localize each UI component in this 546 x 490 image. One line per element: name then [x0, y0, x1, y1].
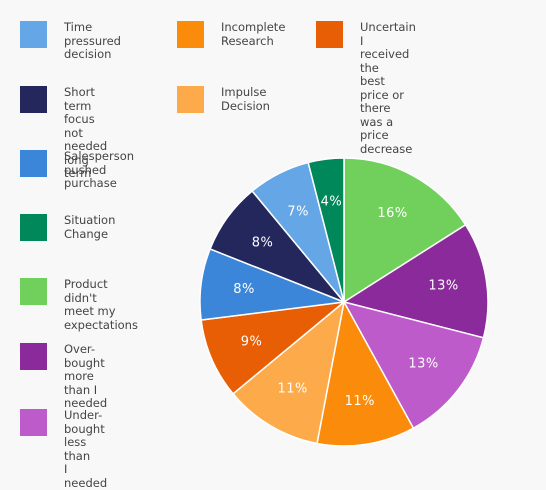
legend-swatch: [20, 278, 47, 305]
legend-swatch: [20, 150, 47, 177]
slice-value-label: 16%: [377, 206, 407, 221]
slice-value-label: 11%: [345, 394, 375, 409]
slice-value-label: 13%: [408, 356, 438, 371]
pie-slice: [231, 300, 346, 445]
legend-label: Product didn't meet my expectations: [64, 277, 138, 332]
legend-label: Salesperson pushed purchase: [64, 149, 135, 190]
pie-slice: [342, 223, 489, 339]
pie-slice: [307, 157, 345, 303]
legend-swatch: [20, 86, 47, 113]
legend-label: Short term focus not needed long term: [64, 85, 108, 180]
legend-swatch: [177, 21, 204, 48]
pie-slice: [200, 300, 347, 395]
legend-label: Uncertain I received the best price or t…: [360, 20, 416, 156]
legend-swatch: [20, 214, 47, 241]
slice-value-label: 7%: [287, 205, 309, 220]
legend-label: Situation Change: [64, 213, 116, 241]
slice-value-label: 11%: [277, 381, 307, 396]
legend-swatch: [20, 409, 47, 436]
legend-swatch: [20, 21, 47, 48]
slice-value-label: 8%: [252, 235, 274, 250]
legend-swatch: [20, 343, 47, 370]
slice-value-label: 8%: [233, 282, 255, 297]
legend-swatch: [177, 86, 204, 113]
pie-slice: [316, 299, 415, 447]
slice-value-label: 13%: [428, 279, 458, 294]
pie-slice: [342, 300, 485, 430]
legend-label: Over-bought more than I needed: [64, 342, 108, 410]
legend-label: Impulse Decision: [221, 85, 270, 113]
pie-chart: 16% 13% 13% 11% 11% 9% 8% 8% 7% 4%: [199, 157, 489, 447]
slice-value-label: 9%: [241, 335, 263, 350]
legend-swatch: [316, 21, 343, 48]
pie-slice: [343, 157, 467, 304]
legend-label: Time pressured decision: [64, 20, 121, 61]
slice-value-label: 4%: [321, 195, 343, 210]
legend-label: Incomplete Research: [221, 20, 286, 48]
